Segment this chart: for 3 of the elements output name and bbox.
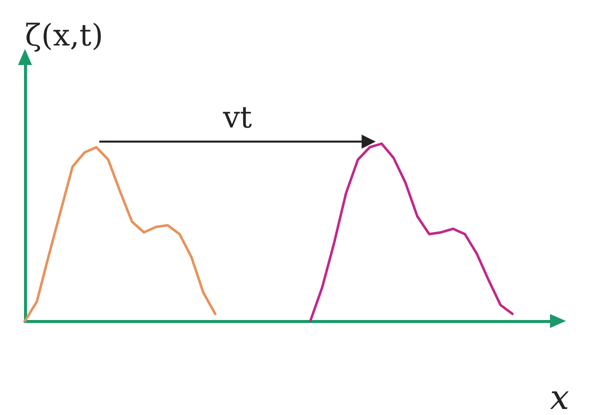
x-axis-title: x bbox=[550, 378, 570, 415]
y-axis-title: ζ(x,t) bbox=[25, 18, 104, 54]
text: vt bbox=[222, 100, 252, 136]
